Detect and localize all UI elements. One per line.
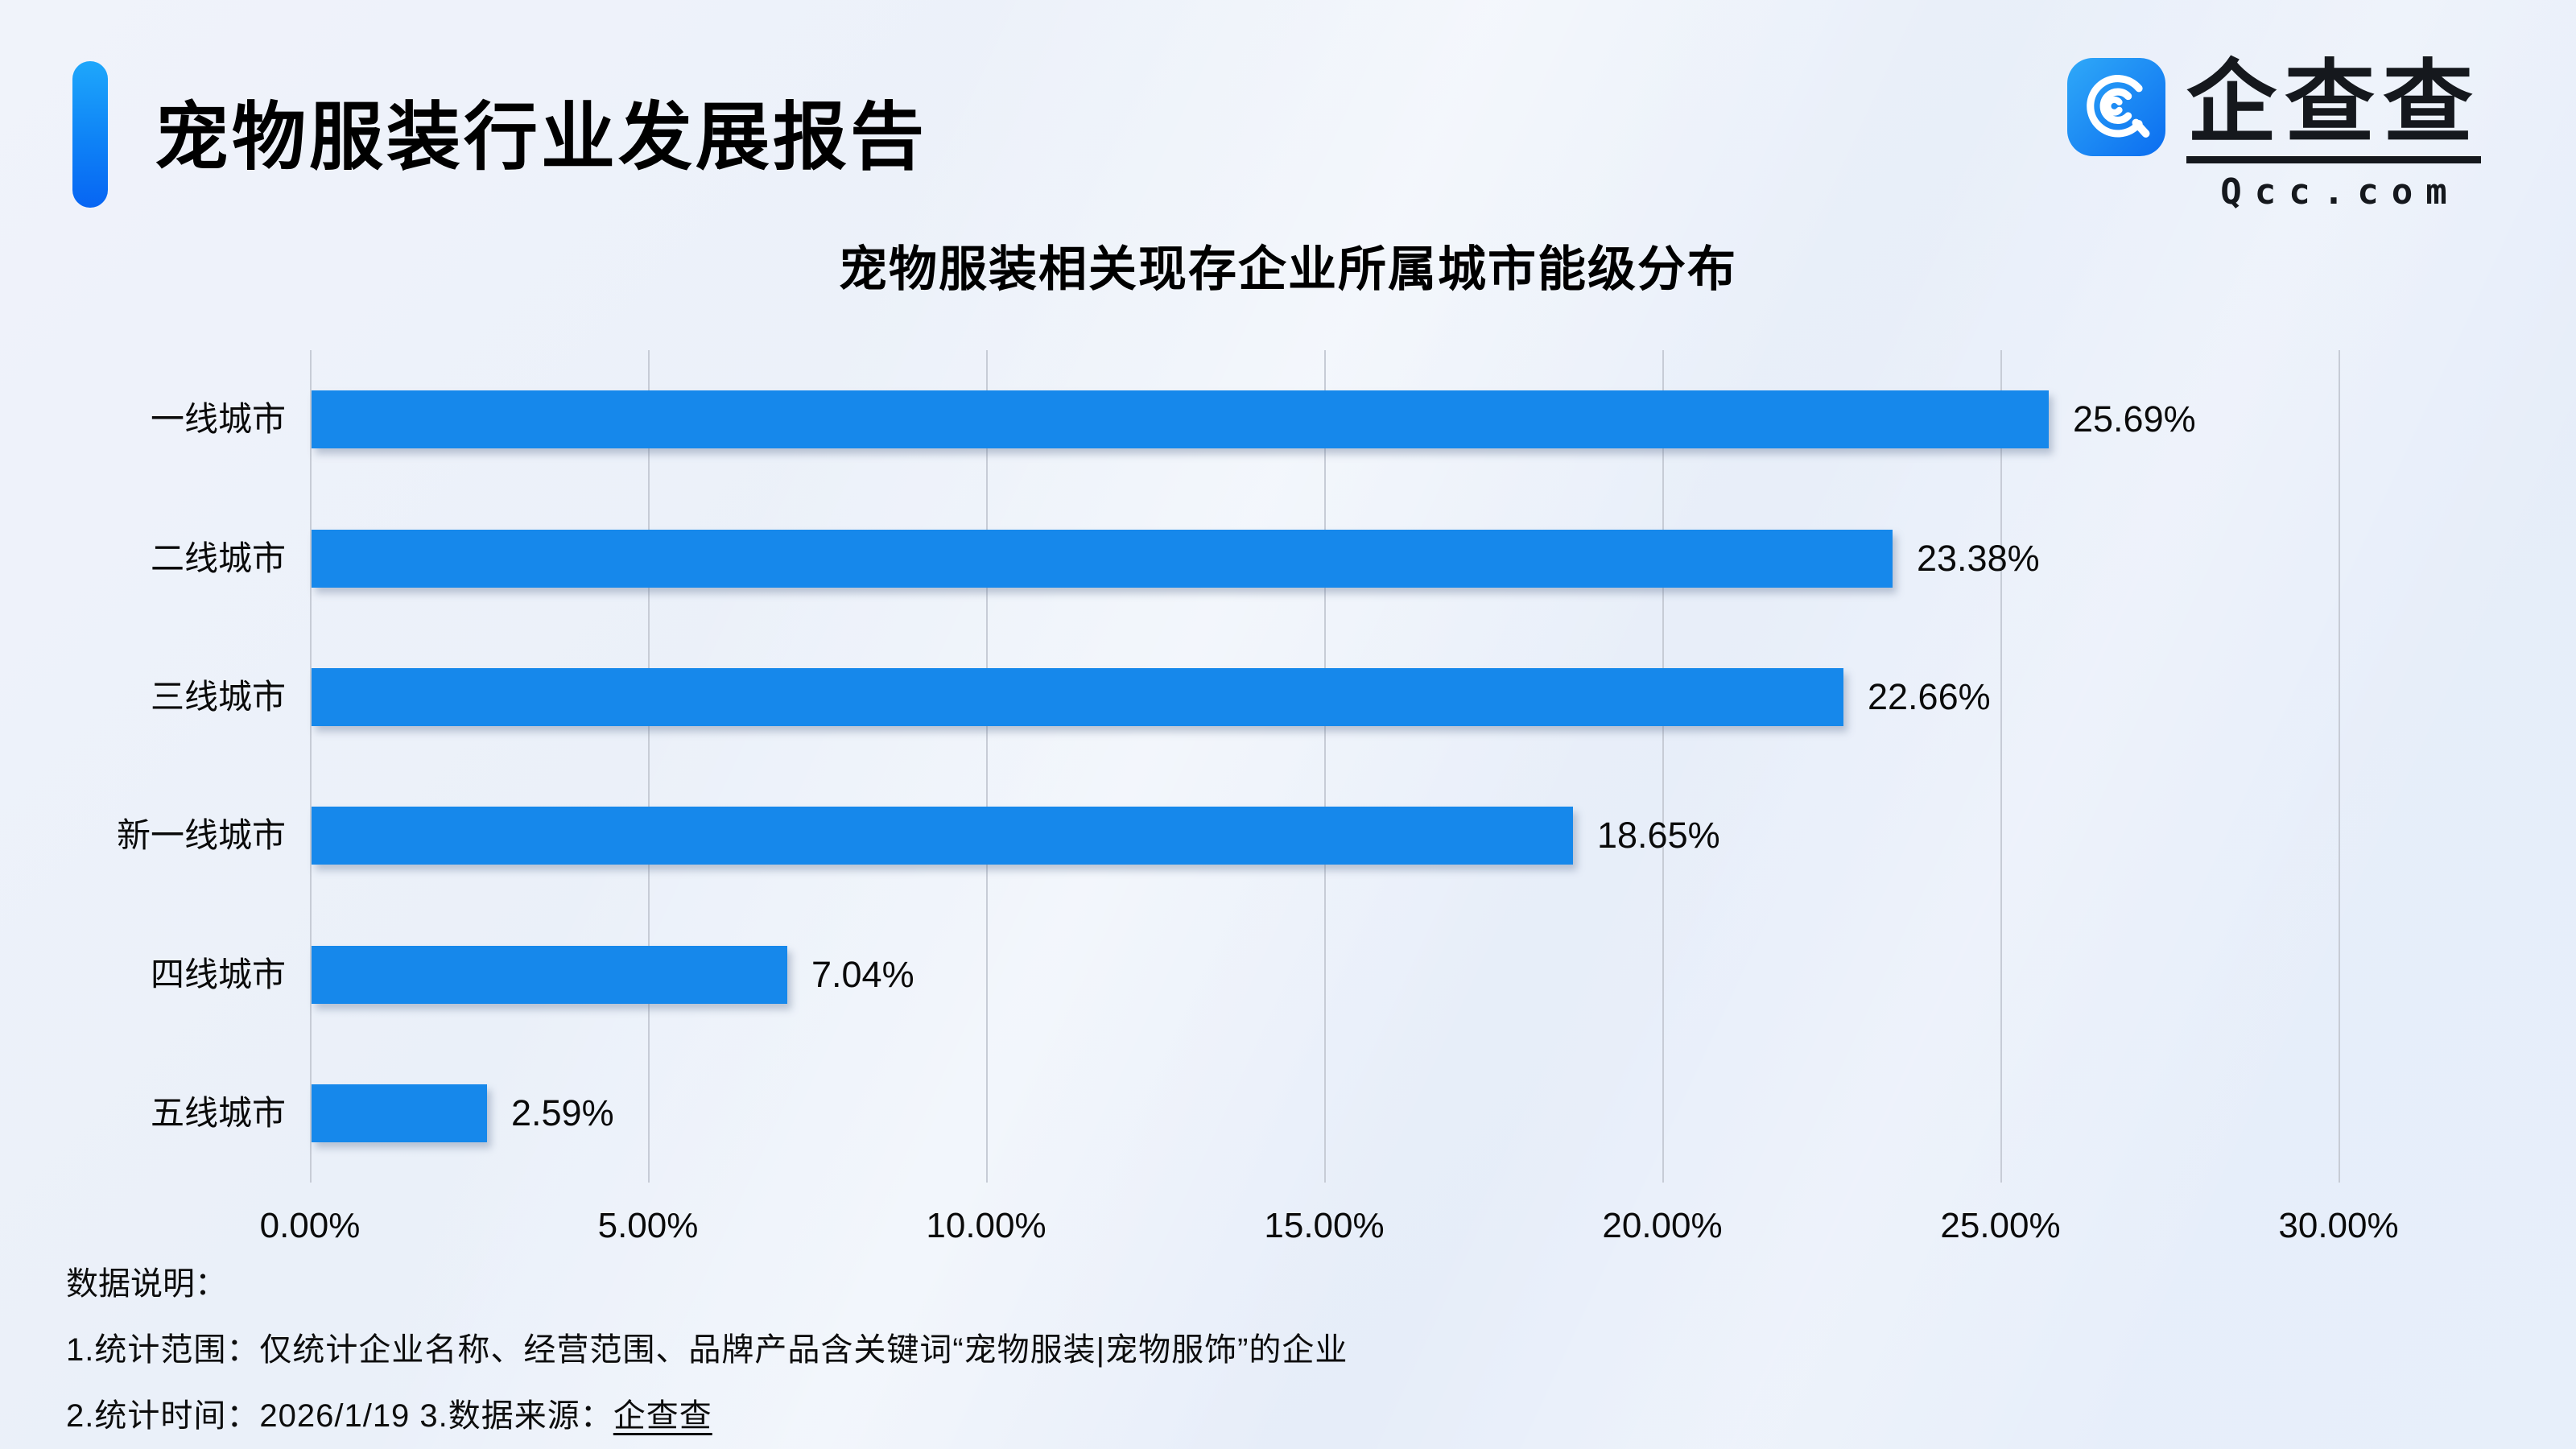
bar <box>312 530 1893 588</box>
qcc-logo-text: 企查查 Qcc.com <box>2186 58 2481 213</box>
notes-time-source-line: 2.统计时间：2026/1/19 3.数据来源：企查查 <box>66 1389 712 1436</box>
gridline <box>1324 350 1326 1183</box>
bar <box>312 390 2049 448</box>
bar <box>312 946 787 1004</box>
gridline <box>2000 350 2002 1183</box>
x-axis-tick-label: 10.00% <box>926 1206 1046 1245</box>
category-label: 新一线城市 <box>116 816 286 854</box>
report-header: 宠物服装行业发展报告 企查查 Qcc.com <box>0 0 2576 225</box>
bar-value-label: 23.38% <box>1917 538 2040 579</box>
bar-value-label: 7.04% <box>811 954 914 995</box>
gridline <box>310 350 312 1183</box>
gridline <box>1662 350 1664 1183</box>
gridline <box>2339 350 2340 1183</box>
gridline <box>648 350 650 1183</box>
gridline <box>986 350 988 1183</box>
notes-source-link: 企查查 <box>613 1398 712 1434</box>
bar-value-label: 22.66% <box>1868 676 1991 717</box>
notes-heading: 数据说明： <box>66 1266 227 1302</box>
bar <box>312 668 1843 726</box>
bar <box>312 807 1573 865</box>
bar-value-label: 18.65% <box>1597 815 1720 856</box>
notes-time-source-prefix: 2.统计时间：2026/1/19 3.数据来源： <box>66 1398 613 1434</box>
qcc-logo-name: 企查查 <box>2186 58 2481 163</box>
title-accent-bar <box>72 61 108 208</box>
bar-value-label: 2.59% <box>511 1092 614 1133</box>
x-axis-tick-label: 20.00% <box>1602 1206 1723 1245</box>
bar <box>312 1084 487 1142</box>
x-axis-tick-label: 15.00% <box>1264 1206 1385 1245</box>
qcc-magnifier-icon <box>2067 58 2165 156</box>
qcc-logo: 企查查 Qcc.com <box>2067 58 2481 213</box>
category-label: 五线城市 <box>150 1094 286 1132</box>
chart-title: 宠物服装相关现存企业所属城市能级分布 <box>839 242 1737 296</box>
x-axis-tick-label: 30.00% <box>2278 1206 2399 1245</box>
notes-scope-line: 1.统计范围：仅统计企业名称、经营范围、品牌产品含关键词“宠物服装|宠物服饰”的… <box>66 1332 1348 1368</box>
x-axis-tick-label: 5.00% <box>597 1206 699 1245</box>
category-label: 三线城市 <box>150 678 286 716</box>
bar-value-label: 25.69% <box>2073 398 2196 440</box>
category-label: 四线城市 <box>150 956 286 993</box>
report-title: 宠物服装行业发展报告 <box>155 97 928 179</box>
x-axis-tick-label: 0.00% <box>259 1206 361 1245</box>
x-axis-tick-label: 25.00% <box>1940 1206 2061 1245</box>
qcc-logo-domain: Qcc.com <box>2220 171 2460 213</box>
category-label: 二线城市 <box>150 539 286 577</box>
category-label: 一线城市 <box>150 400 286 438</box>
